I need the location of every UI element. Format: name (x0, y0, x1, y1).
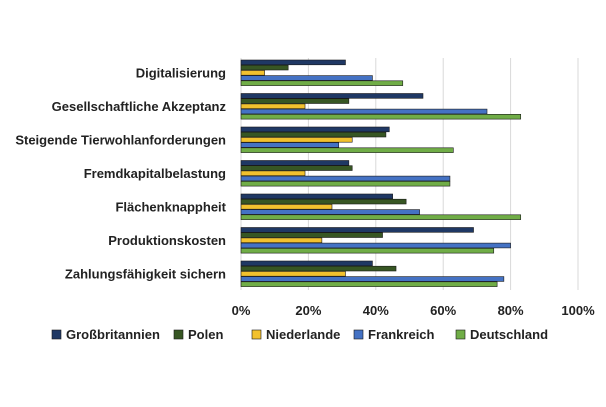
bar (240, 237, 323, 243)
bar (240, 147, 454, 153)
x-axis-ticks: 0% 20% 40% 60% 80% 100% (232, 303, 595, 318)
bar (240, 232, 383, 238)
bar (240, 227, 474, 233)
bar (240, 193, 393, 200)
legend-label: Großbritannien (66, 327, 160, 342)
bar (240, 126, 390, 133)
legend: Großbritannien Polen Niederlande Frankreich… (51, 327, 548, 342)
x-tick-label: 20% (295, 303, 321, 318)
bar (240, 281, 498, 287)
category-label: Gesellschaftliche Akzeptanz (52, 99, 227, 114)
bar (240, 198, 407, 205)
x-tick-label: 60% (430, 303, 456, 318)
legend-label: Polen (188, 327, 223, 342)
bar (240, 165, 353, 171)
category-label: Flächenknappheit (115, 200, 226, 215)
legend-swatch (173, 329, 184, 340)
bar (240, 271, 346, 277)
category-labels: Digitalisierung Gesellschaftliche Akzepta… (15, 66, 226, 282)
bar (240, 80, 404, 86)
legend-label: Deutschland (470, 327, 548, 342)
legend-label: Niederlande (266, 327, 340, 342)
bar (240, 175, 451, 182)
bar (240, 103, 306, 110)
bar (240, 204, 333, 210)
bar (240, 160, 350, 166)
bar (240, 64, 289, 71)
legend-label: Frankreich (368, 327, 435, 342)
bar (240, 93, 424, 99)
bars (240, 59, 522, 287)
bar (240, 137, 353, 143)
bar (240, 260, 373, 267)
category-label: Fremdkapitalbelastung (84, 166, 226, 181)
bar (240, 108, 488, 115)
legend-swatch (51, 329, 62, 340)
x-tick-label: 40% (363, 303, 389, 318)
x-tick-label: 100% (561, 303, 595, 318)
category-label: Steigende Tierwohlanforderungen (15, 133, 226, 148)
bar (240, 265, 397, 272)
bar (240, 75, 373, 81)
legend-swatch (455, 329, 466, 340)
bar (240, 142, 340, 148)
bar (240, 276, 505, 282)
category-label: Digitalisierung (136, 66, 226, 81)
bar (240, 181, 451, 187)
bar (240, 114, 522, 120)
bar (240, 131, 387, 138)
bar (240, 59, 346, 66)
bar (240, 170, 306, 176)
bar (240, 214, 522, 220)
category-label: Produktionskosten (108, 233, 226, 248)
legend-swatch (251, 329, 262, 340)
bar (240, 98, 350, 104)
bar (240, 209, 420, 215)
x-tick-label: 80% (498, 303, 524, 318)
bar (240, 242, 511, 249)
legend-swatch (353, 329, 364, 340)
bar (240, 248, 495, 254)
x-tick-label: 0% (232, 303, 251, 318)
bar (240, 70, 265, 76)
category-label: Zahlungsfähigkeit sichern (65, 267, 226, 282)
